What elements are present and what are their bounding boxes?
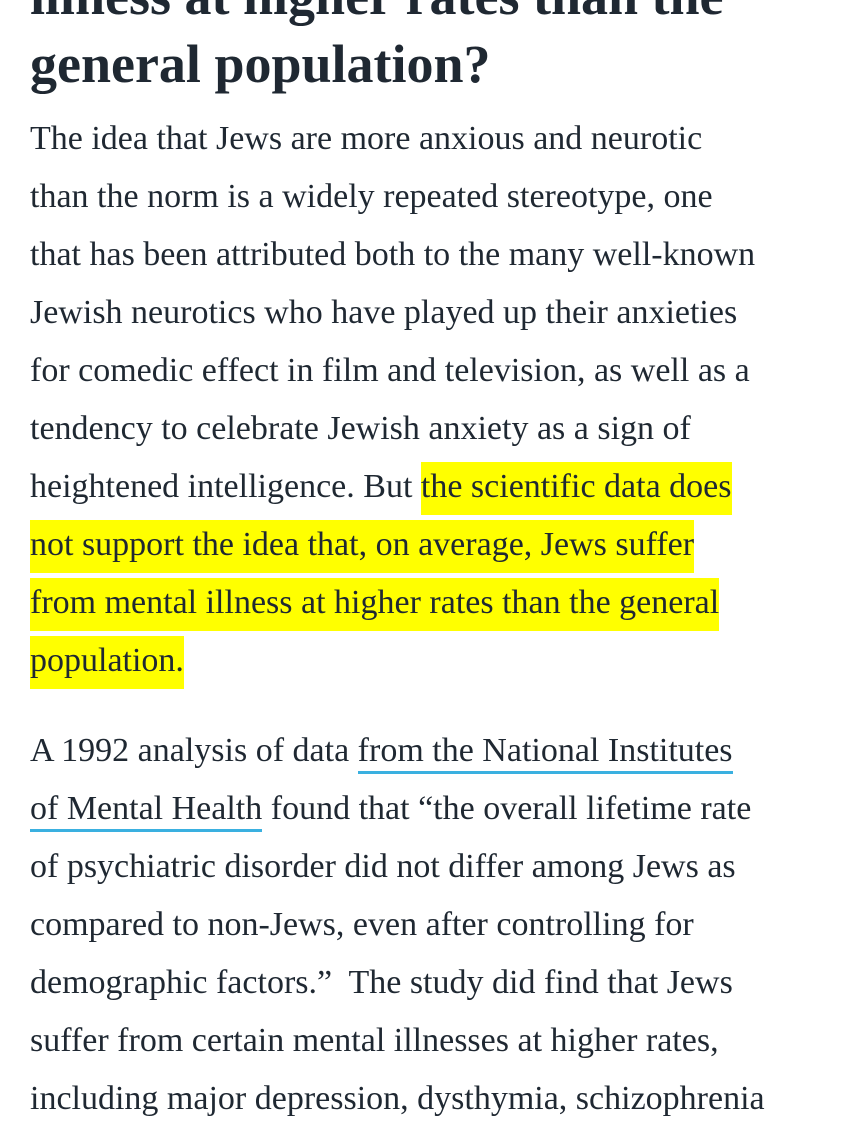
highlighted-text: from mental illness at higher rates than… bbox=[30, 578, 720, 631]
highlighted-text: the scientific data does bbox=[420, 462, 732, 515]
highlighted-text: population. bbox=[30, 636, 184, 689]
text: tendency to celebrate Jewish anxiety as … bbox=[30, 410, 691, 447]
heading-line: illness at higher rates than the bbox=[30, 0, 724, 30]
text: than the norm is a widely repeated stere… bbox=[30, 178, 713, 215]
text: demographic factors.” The study did find… bbox=[30, 964, 733, 1001]
text-line: A 1992 analysis of data from the Nationa… bbox=[30, 722, 765, 780]
text-line: including major depression, dysthymia, s… bbox=[30, 1070, 765, 1128]
heading-line: general population? bbox=[30, 34, 491, 94]
text-line: not support the idea that, on average, J… bbox=[30, 516, 755, 574]
text-line: Jewish neurotics who have played up thei… bbox=[30, 284, 755, 342]
heading: illness at higher rates than the general … bbox=[30, 0, 724, 98]
text: The idea that Jews are more anxious and … bbox=[30, 120, 703, 157]
text: of psychiatric disorder did not differ a… bbox=[30, 848, 736, 885]
text-line: from mental illness at higher rates than… bbox=[30, 574, 755, 632]
text-line: compared to non-Jews, even after control… bbox=[30, 896, 765, 954]
text: that has been attributed both to the man… bbox=[30, 236, 756, 273]
text: found that “the overall lifetime rate bbox=[262, 790, 752, 827]
text: compared to non-Jews, even after control… bbox=[30, 906, 694, 943]
text-line: of psychiatric disorder did not differ a… bbox=[30, 838, 765, 896]
text-line: of Mental Health found that “the overall… bbox=[30, 780, 765, 838]
text-line: The idea that Jews are more anxious and … bbox=[30, 110, 755, 168]
link[interactable]: from the National Institutes bbox=[357, 732, 733, 774]
text: suffer from certain mental illnesses at … bbox=[30, 1022, 719, 1059]
paragraph: The idea that Jews are more anxious and … bbox=[30, 110, 755, 690]
text-line: than the norm is a widely repeated stere… bbox=[30, 168, 755, 226]
paragraph: A 1992 analysis of data from the Nationa… bbox=[30, 722, 765, 1128]
text-line: tendency to celebrate Jewish anxiety as … bbox=[30, 400, 755, 458]
highlighted-text: not support the idea that, on average, J… bbox=[30, 520, 695, 573]
link[interactable]: of Mental Health bbox=[30, 790, 263, 832]
text-line: for comedic effect in film and televisio… bbox=[30, 342, 755, 400]
text: Jewish neurotics who have played up thei… bbox=[30, 294, 738, 331]
text-line: demographic factors.” The study did find… bbox=[30, 954, 765, 1012]
text-line: heightened intelligence. But the scienti… bbox=[30, 458, 755, 516]
text-line: that has been attributed both to the man… bbox=[30, 226, 755, 284]
text: including major depression, dysthymia, s… bbox=[30, 1080, 765, 1117]
text-line: population. bbox=[30, 632, 755, 690]
text: A 1992 analysis of data bbox=[30, 732, 358, 769]
text: heightened intelligence. But bbox=[30, 468, 421, 505]
text: for comedic effect in film and televisio… bbox=[30, 352, 750, 389]
text-line: suffer from certain mental illnesses at … bbox=[30, 1012, 765, 1070]
